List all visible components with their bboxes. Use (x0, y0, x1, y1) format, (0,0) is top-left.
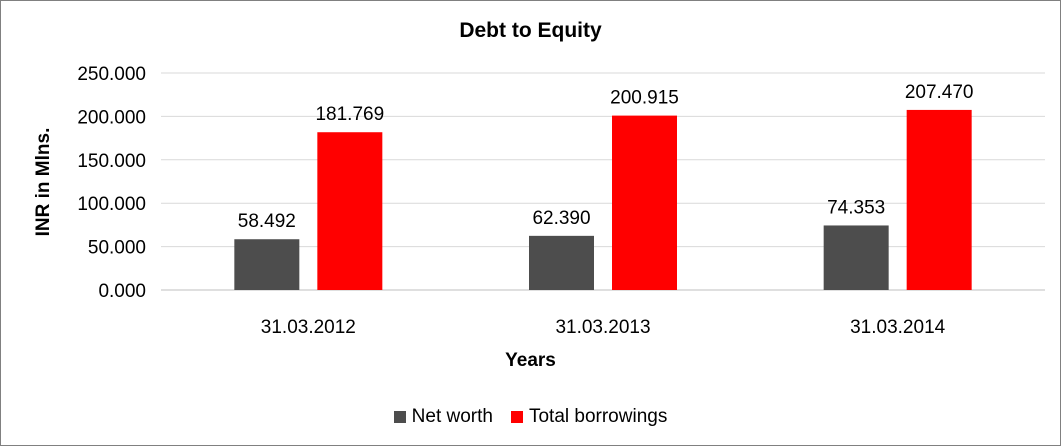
y-tick-label: 200.000 (77, 107, 146, 128)
legend-item-total-borrowings: Total borrowings (510, 406, 668, 428)
legend-label-total-borrowings: Total borrowings (528, 406, 668, 427)
bar-net-worth (529, 235, 594, 290)
data-label: 74.353 (827, 197, 885, 218)
legend-swatch-total-borrowings (510, 411, 523, 423)
bar-net-worth (823, 225, 889, 290)
bar-total-borrowings (906, 109, 972, 290)
legend: Net worth Total borrowings (1, 406, 1060, 428)
y-tick-label: 0.000 (98, 281, 146, 302)
x-tick-label: 31.03.2012 (261, 317, 356, 338)
legend-swatch-net-worth (393, 411, 406, 423)
y-tick-label: 250.000 (77, 64, 146, 85)
y-tick-label: 100.000 (77, 194, 146, 215)
y-tick-label: 50.000 (88, 238, 146, 259)
data-label: 181.769 (315, 104, 384, 125)
data-label: 207.470 (905, 82, 974, 103)
x-axis-label: Years (505, 350, 556, 371)
y-tick-label: 150.000 (77, 151, 146, 172)
legend-item-net-worth: Net worth (393, 406, 493, 428)
bar-total-borrowings (317, 132, 383, 290)
data-label: 62.390 (532, 208, 590, 229)
bar-net-worth (234, 239, 300, 290)
bar-total-borrowings (612, 115, 677, 291)
x-tick-label: 31.03.2013 (555, 317, 650, 338)
data-label: 58.492 (238, 211, 296, 232)
x-tick-label: 31.03.2014 (850, 317, 946, 338)
legend-label-net-worth: Net worth (411, 406, 493, 427)
chart-title: Debt to Equity (459, 19, 602, 42)
data-label: 200.915 (610, 88, 679, 109)
